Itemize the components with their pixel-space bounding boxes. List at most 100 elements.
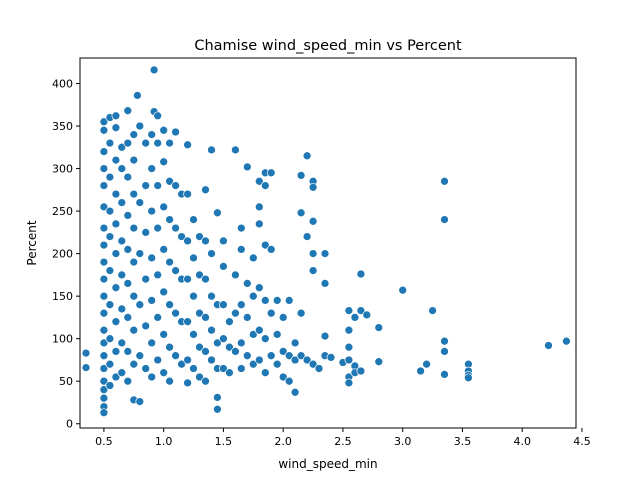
data-point <box>99 257 109 267</box>
data-point <box>159 368 169 378</box>
data-point <box>183 355 192 365</box>
data-point <box>159 245 169 254</box>
data-point <box>135 249 145 258</box>
data-point <box>254 325 264 335</box>
data-point <box>207 249 216 258</box>
data-point <box>201 376 210 386</box>
data-point <box>159 125 169 135</box>
data-point <box>133 91 142 100</box>
data-point <box>129 325 139 335</box>
data-point <box>141 274 151 284</box>
data-point <box>266 168 276 178</box>
x-tick-label: 2.0 <box>274 435 292 448</box>
data-point <box>254 283 264 293</box>
data-point <box>302 355 312 365</box>
data-point <box>177 232 186 241</box>
data-point <box>159 330 169 339</box>
data-point <box>284 351 294 361</box>
data-point <box>422 359 431 369</box>
data-point <box>440 347 449 356</box>
data-point <box>272 296 282 305</box>
data-point <box>231 270 240 280</box>
data-point <box>111 123 121 133</box>
data-point <box>219 262 228 271</box>
data-point <box>135 351 145 361</box>
data-point <box>183 274 192 284</box>
data-point <box>344 325 354 335</box>
data-point <box>117 304 127 314</box>
data-point <box>117 198 127 207</box>
y-tick-label: 200 <box>52 248 73 261</box>
y-tick-label: 150 <box>52 290 73 303</box>
data-point <box>248 330 258 339</box>
data-point <box>123 172 133 182</box>
x-tick-label: 1.0 <box>155 435 173 448</box>
chart-title: Chamise wind_speed_min vs Percent <box>194 38 462 54</box>
data-point <box>314 364 324 373</box>
data-point <box>183 317 192 327</box>
data-point <box>99 308 109 318</box>
data-point <box>123 347 133 356</box>
data-point <box>171 181 180 190</box>
data-point <box>147 372 157 382</box>
y-tick-label: 400 <box>52 78 73 91</box>
data-point <box>189 253 198 263</box>
data-point <box>165 257 174 267</box>
data-point <box>236 245 246 254</box>
y-tick-label: 350 <box>52 120 73 133</box>
data-point <box>135 397 145 406</box>
data-point <box>231 145 240 155</box>
data-point <box>105 172 115 182</box>
data-point <box>147 164 157 173</box>
data-point <box>105 381 115 390</box>
data-point <box>129 291 139 301</box>
data-point <box>99 325 109 335</box>
data-point <box>81 348 91 358</box>
data-point <box>153 270 163 280</box>
data-point <box>171 127 180 137</box>
data-point <box>201 313 210 322</box>
data-point <box>266 351 276 361</box>
data-point <box>111 372 121 382</box>
data-point <box>165 376 174 386</box>
data-point <box>225 368 234 378</box>
data-point <box>105 138 115 148</box>
data-point <box>123 376 133 386</box>
data-point <box>201 347 210 356</box>
data-point <box>105 300 115 310</box>
data-point <box>117 142 127 152</box>
data-point <box>201 185 210 195</box>
data-point <box>147 253 157 263</box>
data-point <box>278 372 288 382</box>
data-point <box>183 189 192 199</box>
data-point <box>225 342 234 352</box>
data-point <box>141 364 151 373</box>
data-point <box>248 253 258 263</box>
data-point <box>183 378 192 388</box>
data-point <box>284 296 294 305</box>
data-point <box>272 359 282 369</box>
data-point <box>111 317 121 327</box>
data-point <box>284 376 294 386</box>
data-point <box>99 117 109 127</box>
data-point <box>111 155 121 165</box>
data-point <box>123 313 133 322</box>
data-point <box>242 313 252 322</box>
y-tick-label: 100 <box>52 333 73 346</box>
data-point <box>464 373 473 383</box>
data-point <box>219 300 228 310</box>
data-point <box>207 145 216 155</box>
data-point <box>141 138 151 148</box>
data-point <box>171 308 180 318</box>
data-point <box>260 334 270 344</box>
data-point <box>129 223 139 233</box>
data-point <box>362 310 372 320</box>
x-tick-label: 4.5 <box>573 435 591 448</box>
data-point <box>153 223 163 233</box>
data-point <box>99 385 109 395</box>
data-point <box>117 270 127 280</box>
data-point <box>290 355 300 365</box>
data-point <box>374 323 384 332</box>
data-point <box>225 317 234 327</box>
